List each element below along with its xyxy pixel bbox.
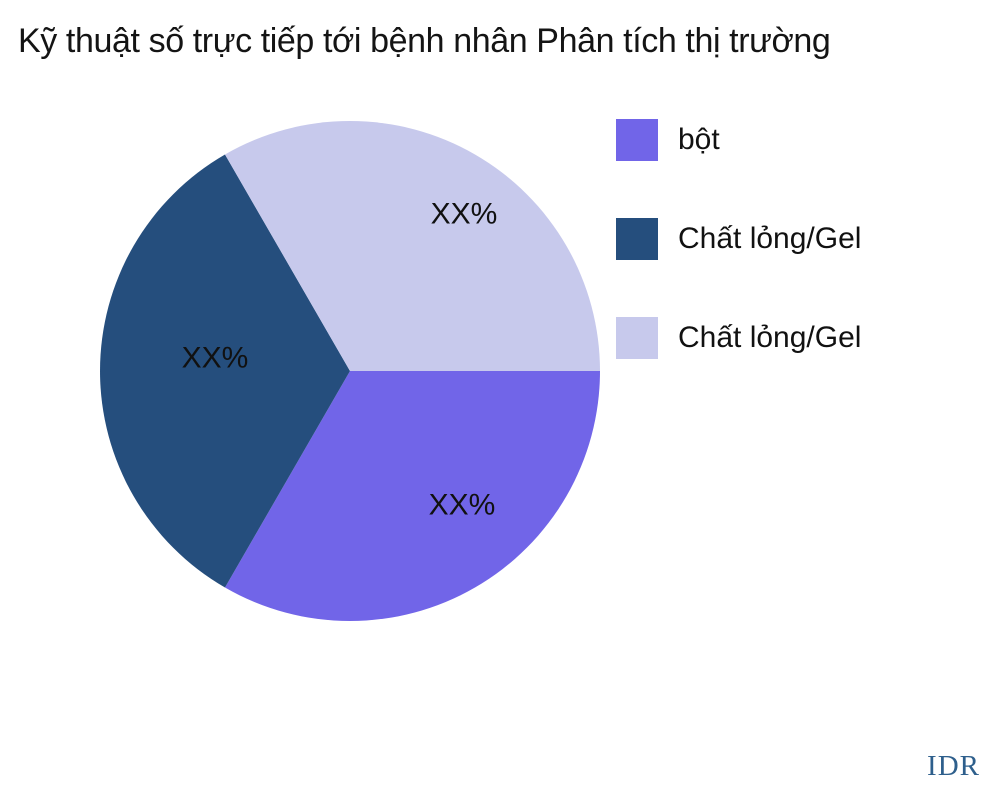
pie-slice-chat-long-gel-light: [225, 121, 600, 372]
pie-slice-bot: [225, 371, 600, 621]
watermark-idr: IDR: [927, 750, 980, 782]
legend-swatch-chat-long-gel-dark: [616, 218, 658, 260]
pie-label-bot: XX%: [429, 489, 496, 522]
pie-label-chat-long-gel-dark: XX%: [182, 342, 249, 375]
legend-label-chat-long-gel-light: Chất lỏng/Gel: [678, 321, 862, 354]
legend-item-bot: bột: [616, 119, 861, 161]
legend-swatch-bot: [616, 119, 658, 161]
legend: bột Chất lỏng/Gel Chất lỏng/Gel: [616, 119, 861, 416]
chart-title: Kỹ thuật số trực tiếp tới bệnh nhân Phân…: [18, 22, 831, 60]
legend-item-chat-long-gel-dark: Chất lỏng/Gel: [616, 218, 861, 260]
pie-label-chat-long-gel-light: XX%: [431, 198, 498, 231]
pie-slice-chat-long-gel-dark: [100, 154, 350, 588]
legend-label-chat-long-gel-dark: Chất lỏng/Gel: [678, 222, 862, 255]
legend-swatch-chat-long-gel-light: [616, 317, 658, 359]
legend-item-chat-long-gel-light: Chất lỏng/Gel: [616, 317, 861, 359]
legend-label-bot: bột: [678, 123, 720, 156]
